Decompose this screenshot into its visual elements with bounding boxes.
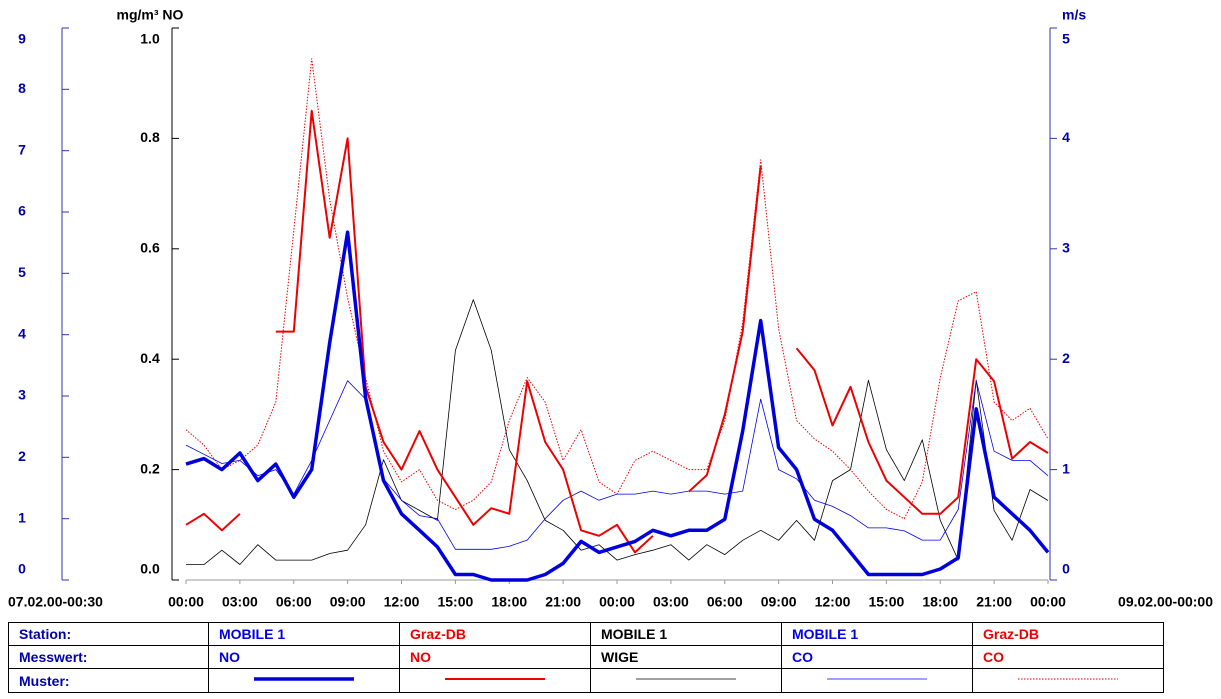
- legend-cell: MOBILE 1: [208, 622, 400, 646]
- x-end-label: 09.02.00-00:00: [1118, 594, 1213, 610]
- x-tick-label: 00:00: [1030, 594, 1066, 610]
- y-tick-label: 7: [18, 141, 26, 157]
- x-tick-label: 09:00: [761, 594, 797, 610]
- y-axis-label: mg/m³ NO: [117, 7, 184, 23]
- x-tick-label: 21:00: [545, 594, 581, 610]
- legend-cell: CO: [972, 645, 1164, 669]
- legend-cell: [972, 668, 1164, 693]
- y-tick-label: 6: [18, 203, 26, 219]
- x-start-label: 07.02.00-00:30: [8, 594, 103, 610]
- x-tick-label: 15:00: [868, 594, 904, 610]
- legend-cell: NO: [399, 645, 591, 669]
- legend-cell: [399, 668, 591, 693]
- series-line: [185, 230, 1050, 582]
- legend-swatch: [827, 678, 927, 680]
- y-tick-label: 0: [18, 561, 26, 577]
- x-tick-label: 06:00: [707, 594, 743, 610]
- legend-swatch: [445, 678, 545, 680]
- y-tick-label: 0.0: [140, 561, 160, 577]
- x-tick-label: 06:00: [276, 594, 312, 610]
- x-tick-label: 15:00: [437, 594, 473, 610]
- y-tick-label: 1.0: [140, 31, 160, 47]
- y-tick-label: 0.8: [140, 129, 160, 145]
- x-tick-label: 09:00: [330, 594, 366, 610]
- y-tick-label: 1: [1062, 460, 1070, 476]
- legend-row: Messwert: NO NO WIGE CO CO: [8, 645, 1164, 669]
- legend-swatch: [636, 678, 736, 680]
- legend-cell: WIGE: [590, 645, 782, 669]
- legend-cell: [590, 668, 782, 693]
- x-tick-label: 00:00: [168, 594, 204, 610]
- series-line: [186, 299, 1049, 565]
- x-tick-label: 18:00: [922, 594, 958, 610]
- legend-row-label: Muster:: [8, 668, 209, 693]
- y-tick-label: 1: [18, 509, 26, 525]
- legend-row-label: Messwert:: [8, 645, 209, 669]
- y-tick-label: 0.2: [140, 460, 160, 476]
- y-tick-label: 4: [1062, 129, 1070, 145]
- x-tick-label: 03:00: [653, 594, 689, 610]
- series-line: [185, 380, 1049, 550]
- series-line: [185, 109, 1049, 554]
- legend-cell: [781, 668, 973, 693]
- x-tick-label: 12:00: [815, 594, 851, 610]
- chart: mg/m³ NO m/s 07.02.00-00:30 09.02.00-00:…: [8, 7, 1213, 610]
- y-tick-label: 4: [18, 325, 26, 341]
- x-tick-label: 00:00: [599, 594, 635, 610]
- legend-row-label: Station:: [8, 622, 209, 646]
- x-tick-label: 12:00: [384, 594, 420, 610]
- legend-swatch: [1018, 678, 1118, 680]
- legend-cell: MOBILE 1: [781, 622, 973, 646]
- y-tick-label: 9: [18, 31, 26, 47]
- x-tick-label: 03:00: [222, 594, 258, 610]
- y-tick-label: 5: [18, 264, 26, 280]
- legend-cell: Graz-DB: [972, 622, 1164, 646]
- legend-cell: [208, 668, 400, 693]
- y-tick-label: 0.4: [140, 350, 160, 366]
- x-tick-label: 21:00: [976, 594, 1012, 610]
- legend-swatch: [254, 677, 354, 681]
- y-tick-label: 0: [1062, 561, 1070, 577]
- y-tick-label: 3: [18, 387, 26, 403]
- y-tick-label: 3: [1062, 240, 1070, 256]
- y-tick-label: 8: [18, 80, 26, 96]
- y-tick-label: 2: [1062, 350, 1070, 366]
- legend-cell: CO: [781, 645, 973, 669]
- y-tick-label: 5: [1062, 31, 1070, 47]
- legend-cell: NO: [208, 645, 400, 669]
- y-tick-label: 0.6: [140, 240, 160, 256]
- legend-cell: Graz-DB: [399, 622, 591, 646]
- legend-row: Muster:: [8, 668, 1164, 693]
- legend-cell: MOBILE 1: [590, 622, 782, 646]
- y-tick-label: 2: [18, 448, 26, 464]
- x-tick-label: 18:00: [491, 594, 527, 610]
- y2-axis-label: m/s: [1062, 7, 1086, 23]
